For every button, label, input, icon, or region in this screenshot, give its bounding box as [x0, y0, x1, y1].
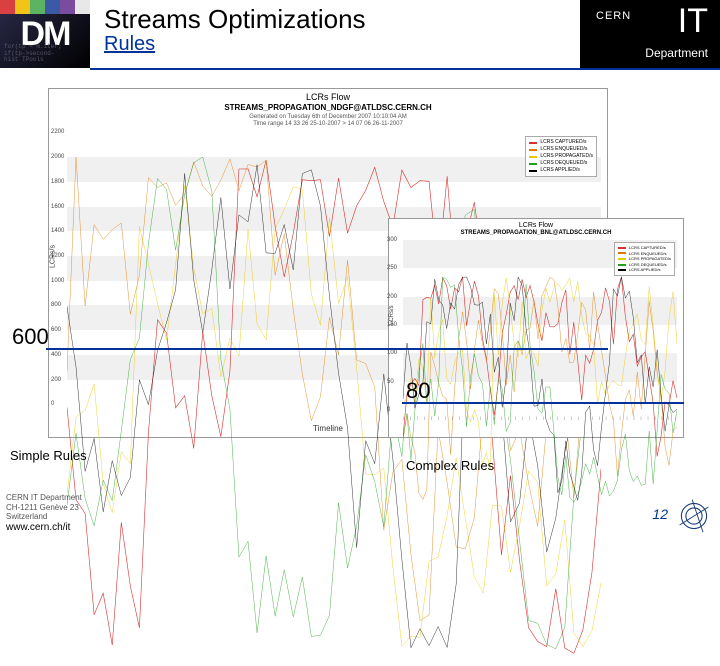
caption-simple-rules: Simple Rules [10, 448, 87, 463]
annotation-600-line [46, 348, 608, 350]
caption-complex-rules: Complex Rules [406, 458, 494, 473]
chart-small-legend: LCRS CAPTURED/sLCRS ENQUEUED/sLCRS PROPA… [614, 242, 675, 276]
chart-complex-rules: LCRs Flow STREAMS_PROPAGATION_BNL@ATLDSC… [388, 218, 684, 438]
annotation-80: 80 [406, 378, 430, 404]
chart-small-plot: LCRs/s LCRS CAPTURED/sLCRS ENQUEUED/sLCR… [403, 240, 677, 410]
chart-big-title: LCRs Flow [49, 89, 607, 103]
chart-small-subtitle: STREAMS_PROPAGATION_BNL@ATLDSC.CERN.CH [389, 230, 683, 236]
dm-logo: DM for(tp = m.iter;if(tp->second-hist TP… [0, 0, 90, 68]
footer-address: CERN IT Department CH-1211 Genève 23 Swi… [6, 493, 82, 534]
banner-underline [90, 68, 720, 70]
cern-it-logo: CERN IT Department [580, 0, 720, 68]
footer-line1: CERN IT Department [6, 493, 82, 503]
chart-big-legend: LCRS CAPTURED/sLCRS ENQUEUED/sLCRS PROPA… [525, 136, 597, 177]
cern-logo-icon [676, 498, 712, 534]
it-text: IT [678, 2, 708, 41]
chart-big-xlabel: Timeline [313, 424, 343, 433]
page-number: 12 [652, 506, 668, 522]
chart-small-title: LCRs Flow [389, 219, 683, 230]
cern-text: CERN [596, 10, 631, 22]
footer-line2: CH-1211 Genève 23 [6, 503, 82, 513]
chart-small-xticks: |||||||||||||||||||||||||||||||||||||||| [403, 415, 677, 420]
footer-site: www.cern.ch/it [6, 522, 82, 534]
page-subtitle: Rules [104, 33, 566, 56]
footer-line3: Switzerland [6, 512, 82, 522]
top-banner: DM for(tp = m.iter;if(tp->second-hist TP… [0, 0, 720, 68]
dm-colorbar [0, 0, 90, 14]
page-title: Streams Optimizations [104, 4, 566, 35]
annotation-600: 600 [12, 324, 49, 350]
chart-big-subtitle: STREAMS_PROPAGATION_NDGF@ATLDSC.CERN.CH [49, 103, 607, 112]
dept-text: Department [645, 46, 708, 60]
title-block: Streams Optimizations Rules [90, 0, 580, 68]
charts-area: LCRs Flow STREAMS_PROPAGATION_NDGF@ATLDS… [48, 88, 688, 468]
dm-code-bg: for(tp = m.iter;if(tp->second-hist TPool… [4, 44, 62, 64]
chart-big-generated: Generated on Tuesday 6th of December 200… [49, 112, 607, 128]
annotation-80-line [402, 402, 684, 404]
